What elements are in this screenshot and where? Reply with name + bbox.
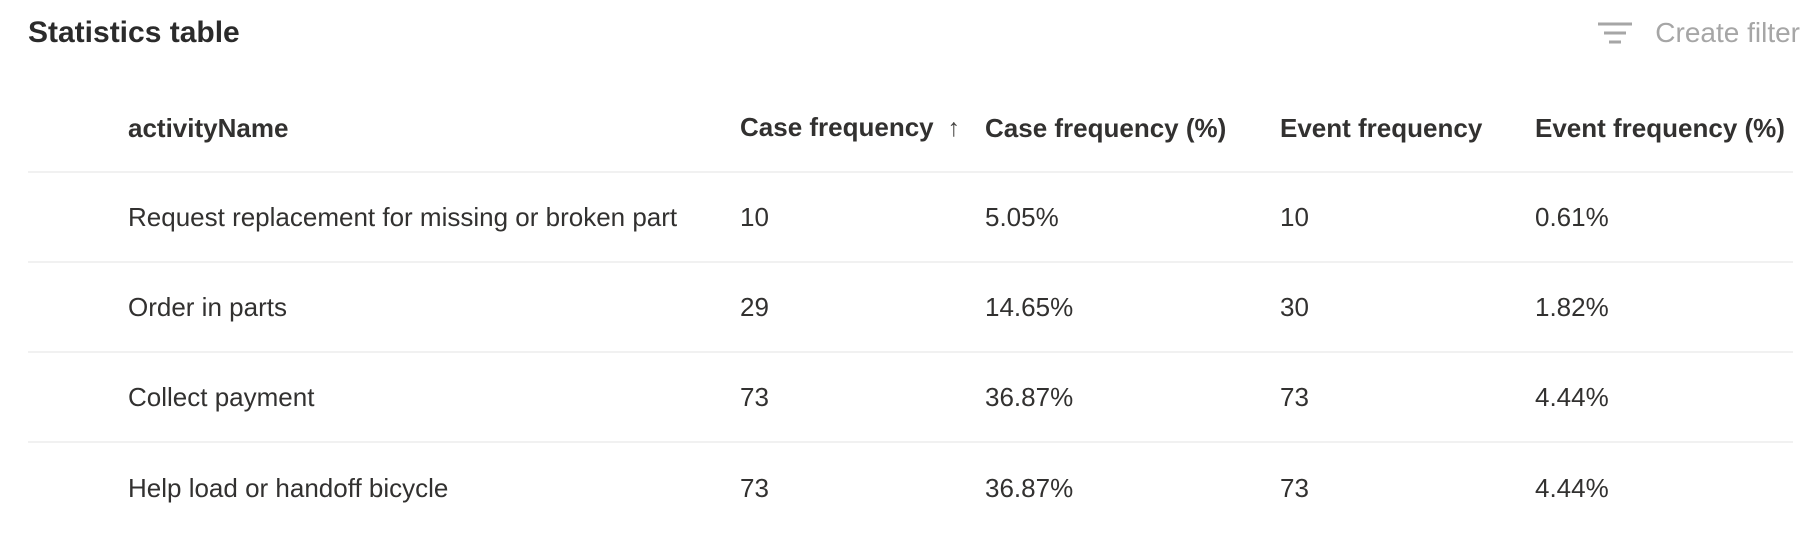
statistics-table: activityName Case frequency ↑ Case freque… xyxy=(28,56,1806,533)
cell-event-frequency-pct: 4.44% xyxy=(1535,382,1609,412)
table-row[interactable]: Help load or handoff bicycle 73 36.87% 7… xyxy=(28,443,1793,533)
cell-activity-name: Order in parts xyxy=(128,292,287,322)
create-filter-button[interactable]: Create filter xyxy=(1595,10,1800,56)
column-header-label: Case frequency xyxy=(740,112,934,142)
panel-header: Statistics table Create filter xyxy=(28,0,1806,56)
column-header-label: activityName xyxy=(128,113,289,143)
cell-activity-name: Collect payment xyxy=(128,382,315,412)
column-header-label: Case frequency (%) xyxy=(985,113,1227,143)
cell-case-frequency-pct: 5.05% xyxy=(985,202,1059,232)
column-header-event-frequency[interactable]: Event frequency xyxy=(1280,111,1535,171)
cell-activity-name: Help load or handoff bicycle xyxy=(128,473,449,503)
cell-case-frequency: 29 xyxy=(740,292,769,322)
cell-event-frequency-pct: 1.82% xyxy=(1535,292,1609,322)
table-row[interactable]: Collect payment 73 36.87% 73 4.44% xyxy=(28,353,1793,443)
page-title: Statistics table xyxy=(28,16,240,49)
create-filter-label: Create filter xyxy=(1655,17,1800,48)
table-header-row: activityName Case frequency ↑ Case freque… xyxy=(28,56,1793,173)
cell-case-frequency: 73 xyxy=(740,382,769,412)
column-header-activity-name[interactable]: activityName xyxy=(128,111,740,171)
cell-case-frequency-pct: 36.87% xyxy=(985,382,1074,412)
cell-case-frequency-pct: 36.87% xyxy=(985,473,1074,503)
sort-ascending-icon: ↑ xyxy=(947,114,961,142)
cell-case-frequency-pct: 14.65% xyxy=(985,292,1074,322)
table-row[interactable]: Order in parts 29 14.65% 30 1.82% xyxy=(28,263,1793,353)
filter-icon xyxy=(1598,22,1633,44)
cell-event-frequency-pct: 4.44% xyxy=(1535,473,1609,503)
column-header-label: Event frequency (%) xyxy=(1535,113,1785,143)
cell-case-frequency: 73 xyxy=(740,473,769,503)
table-row[interactable]: Request replacement for missing or broke… xyxy=(28,173,1793,263)
header-spacer xyxy=(28,145,128,171)
column-header-event-frequency-pct[interactable]: Event frequency (%) xyxy=(1535,111,1793,171)
cell-activity-name: Request replacement for missing or broke… xyxy=(128,202,678,232)
cell-event-frequency: 30 xyxy=(1280,292,1309,322)
column-header-case-frequency[interactable]: Case frequency ↑ xyxy=(740,110,985,171)
cell-event-frequency: 73 xyxy=(1280,382,1309,412)
cell-event-frequency-pct: 0.61% xyxy=(1535,202,1609,232)
cell-event-frequency: 10 xyxy=(1280,202,1309,232)
cell-case-frequency: 10 xyxy=(740,202,769,232)
column-header-label: Event frequency xyxy=(1280,113,1483,143)
column-header-case-frequency-pct[interactable]: Case frequency (%) xyxy=(985,111,1280,171)
cell-event-frequency: 73 xyxy=(1280,473,1309,503)
